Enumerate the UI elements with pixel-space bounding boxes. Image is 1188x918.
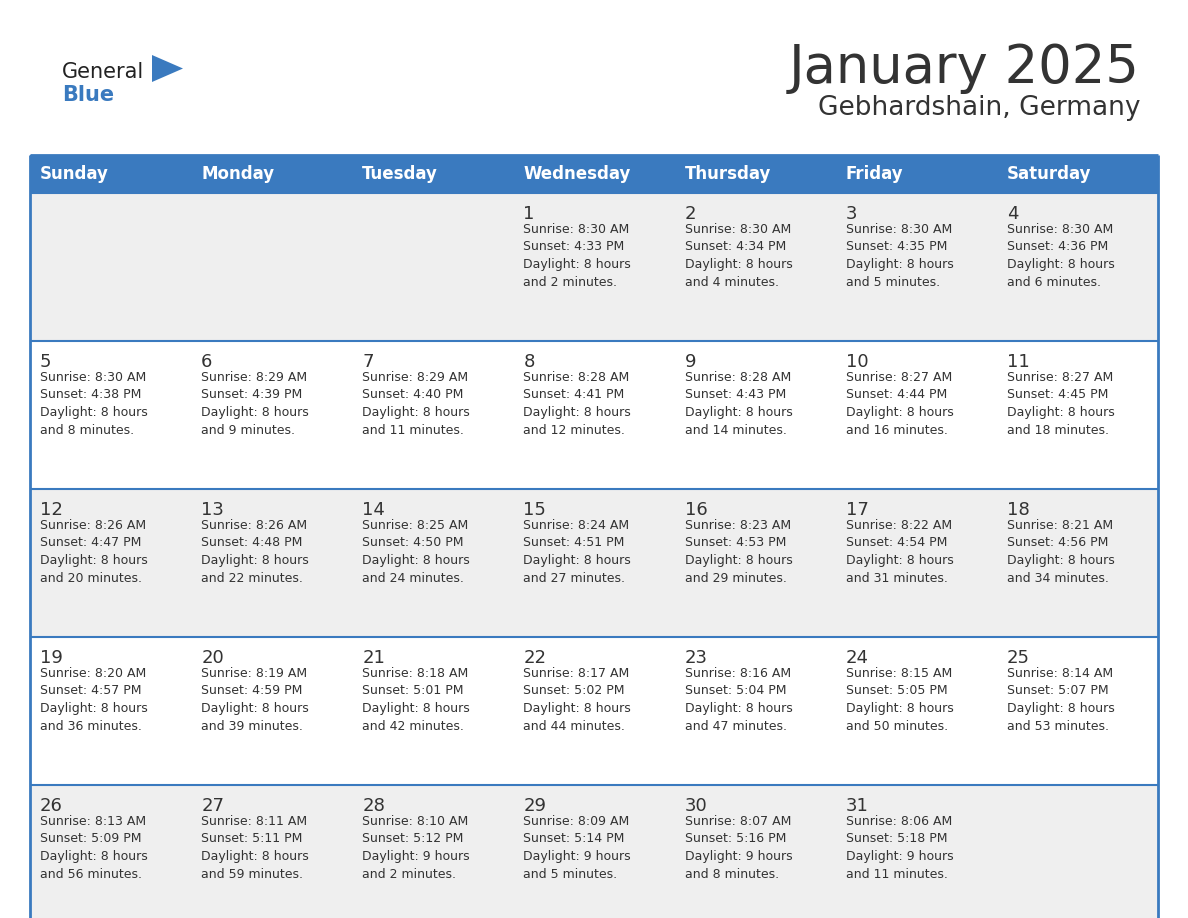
Text: Gebhardshain, Germany: Gebhardshain, Germany bbox=[817, 95, 1140, 121]
Text: 25: 25 bbox=[1007, 649, 1030, 667]
Text: 26: 26 bbox=[40, 797, 63, 815]
Text: Sunrise: 8:18 AM
Sunset: 5:01 PM
Daylight: 8 hours
and 42 minutes.: Sunrise: 8:18 AM Sunset: 5:01 PM Dayligh… bbox=[362, 667, 470, 733]
Text: Sunrise: 8:06 AM
Sunset: 5:18 PM
Daylight: 9 hours
and 11 minutes.: Sunrise: 8:06 AM Sunset: 5:18 PM Dayligh… bbox=[846, 815, 953, 880]
Text: 8: 8 bbox=[524, 353, 535, 371]
Text: January 2025: January 2025 bbox=[789, 42, 1140, 94]
Text: 24: 24 bbox=[846, 649, 868, 667]
Bar bbox=[30, 785, 1158, 918]
Text: Sunrise: 8:16 AM
Sunset: 5:04 PM
Daylight: 8 hours
and 47 minutes.: Sunrise: 8:16 AM Sunset: 5:04 PM Dayligh… bbox=[684, 667, 792, 733]
Text: 19: 19 bbox=[40, 649, 63, 667]
Text: 27: 27 bbox=[201, 797, 225, 815]
Text: Sunrise: 8:14 AM
Sunset: 5:07 PM
Daylight: 8 hours
and 53 minutes.: Sunrise: 8:14 AM Sunset: 5:07 PM Dayligh… bbox=[1007, 667, 1114, 733]
Text: Sunrise: 8:19 AM
Sunset: 4:59 PM
Daylight: 8 hours
and 39 minutes.: Sunrise: 8:19 AM Sunset: 4:59 PM Dayligh… bbox=[201, 667, 309, 733]
Text: 5: 5 bbox=[40, 353, 51, 371]
Bar bbox=[513, 155, 675, 193]
Text: 30: 30 bbox=[684, 797, 707, 815]
Text: Sunrise: 8:09 AM
Sunset: 5:14 PM
Daylight: 9 hours
and 5 minutes.: Sunrise: 8:09 AM Sunset: 5:14 PM Dayligh… bbox=[524, 815, 631, 880]
Bar bbox=[675, 155, 835, 193]
Text: 11: 11 bbox=[1007, 353, 1030, 371]
Text: Sunrise: 8:15 AM
Sunset: 5:05 PM
Daylight: 8 hours
and 50 minutes.: Sunrise: 8:15 AM Sunset: 5:05 PM Dayligh… bbox=[846, 667, 954, 733]
Text: 2: 2 bbox=[684, 205, 696, 223]
Text: 29: 29 bbox=[524, 797, 546, 815]
Text: Sunrise: 8:29 AM
Sunset: 4:39 PM
Daylight: 8 hours
and 9 minutes.: Sunrise: 8:29 AM Sunset: 4:39 PM Dayligh… bbox=[201, 371, 309, 436]
Text: Sunrise: 8:21 AM
Sunset: 4:56 PM
Daylight: 8 hours
and 34 minutes.: Sunrise: 8:21 AM Sunset: 4:56 PM Dayligh… bbox=[1007, 519, 1114, 585]
Text: Sunrise: 8:13 AM
Sunset: 5:09 PM
Daylight: 8 hours
and 56 minutes.: Sunrise: 8:13 AM Sunset: 5:09 PM Dayligh… bbox=[40, 815, 147, 880]
Text: 14: 14 bbox=[362, 501, 385, 519]
Text: Sunrise: 8:23 AM
Sunset: 4:53 PM
Daylight: 8 hours
and 29 minutes.: Sunrise: 8:23 AM Sunset: 4:53 PM Dayligh… bbox=[684, 519, 792, 585]
Text: 1: 1 bbox=[524, 205, 535, 223]
Bar bbox=[835, 155, 997, 193]
Text: Sunrise: 8:11 AM
Sunset: 5:11 PM
Daylight: 8 hours
and 59 minutes.: Sunrise: 8:11 AM Sunset: 5:11 PM Dayligh… bbox=[201, 815, 309, 880]
Text: Sunrise: 8:30 AM
Sunset: 4:35 PM
Daylight: 8 hours
and 5 minutes.: Sunrise: 8:30 AM Sunset: 4:35 PM Dayligh… bbox=[846, 223, 954, 288]
Text: 28: 28 bbox=[362, 797, 385, 815]
Text: Sunrise: 8:26 AM
Sunset: 4:47 PM
Daylight: 8 hours
and 20 minutes.: Sunrise: 8:26 AM Sunset: 4:47 PM Dayligh… bbox=[40, 519, 147, 585]
Text: Sunrise: 8:30 AM
Sunset: 4:38 PM
Daylight: 8 hours
and 8 minutes.: Sunrise: 8:30 AM Sunset: 4:38 PM Dayligh… bbox=[40, 371, 147, 436]
Text: Sunday: Sunday bbox=[40, 165, 109, 183]
Text: Sunrise: 8:30 AM
Sunset: 4:36 PM
Daylight: 8 hours
and 6 minutes.: Sunrise: 8:30 AM Sunset: 4:36 PM Dayligh… bbox=[1007, 223, 1114, 288]
Text: Sunrise: 8:20 AM
Sunset: 4:57 PM
Daylight: 8 hours
and 36 minutes.: Sunrise: 8:20 AM Sunset: 4:57 PM Dayligh… bbox=[40, 667, 147, 733]
Bar bbox=[353, 155, 513, 193]
Text: Sunrise: 8:29 AM
Sunset: 4:40 PM
Daylight: 8 hours
and 11 minutes.: Sunrise: 8:29 AM Sunset: 4:40 PM Dayligh… bbox=[362, 371, 470, 436]
Text: Thursday: Thursday bbox=[684, 165, 771, 183]
Text: 10: 10 bbox=[846, 353, 868, 371]
Text: 13: 13 bbox=[201, 501, 225, 519]
Text: Wednesday: Wednesday bbox=[524, 165, 631, 183]
Bar bbox=[997, 155, 1158, 193]
Text: General: General bbox=[62, 62, 144, 82]
Text: Sunrise: 8:27 AM
Sunset: 4:44 PM
Daylight: 8 hours
and 16 minutes.: Sunrise: 8:27 AM Sunset: 4:44 PM Dayligh… bbox=[846, 371, 954, 436]
Text: Sunrise: 8:07 AM
Sunset: 5:16 PM
Daylight: 9 hours
and 8 minutes.: Sunrise: 8:07 AM Sunset: 5:16 PM Dayligh… bbox=[684, 815, 792, 880]
Text: 17: 17 bbox=[846, 501, 868, 519]
Text: 3: 3 bbox=[846, 205, 858, 223]
Text: Sunrise: 8:10 AM
Sunset: 5:12 PM
Daylight: 9 hours
and 2 minutes.: Sunrise: 8:10 AM Sunset: 5:12 PM Dayligh… bbox=[362, 815, 470, 880]
Bar bbox=[191, 155, 353, 193]
Bar bbox=[30, 193, 1158, 341]
Text: 12: 12 bbox=[40, 501, 63, 519]
Text: Tuesday: Tuesday bbox=[362, 165, 438, 183]
Text: Sunrise: 8:30 AM
Sunset: 4:33 PM
Daylight: 8 hours
and 2 minutes.: Sunrise: 8:30 AM Sunset: 4:33 PM Dayligh… bbox=[524, 223, 631, 288]
Bar bbox=[30, 155, 191, 193]
Bar bbox=[30, 489, 1158, 637]
Polygon shape bbox=[152, 55, 183, 82]
Text: 21: 21 bbox=[362, 649, 385, 667]
Text: Sunrise: 8:26 AM
Sunset: 4:48 PM
Daylight: 8 hours
and 22 minutes.: Sunrise: 8:26 AM Sunset: 4:48 PM Dayligh… bbox=[201, 519, 309, 585]
Text: Sunrise: 8:17 AM
Sunset: 5:02 PM
Daylight: 8 hours
and 44 minutes.: Sunrise: 8:17 AM Sunset: 5:02 PM Dayligh… bbox=[524, 667, 631, 733]
Text: Blue: Blue bbox=[62, 85, 114, 105]
Text: 4: 4 bbox=[1007, 205, 1018, 223]
Text: 18: 18 bbox=[1007, 501, 1030, 519]
Text: 31: 31 bbox=[846, 797, 868, 815]
Text: Monday: Monday bbox=[201, 165, 274, 183]
Bar bbox=[30, 341, 1158, 489]
Text: 7: 7 bbox=[362, 353, 374, 371]
Text: Friday: Friday bbox=[846, 165, 903, 183]
Bar bbox=[30, 637, 1158, 785]
Text: 15: 15 bbox=[524, 501, 546, 519]
Text: Saturday: Saturday bbox=[1007, 165, 1092, 183]
Text: Sunrise: 8:27 AM
Sunset: 4:45 PM
Daylight: 8 hours
and 18 minutes.: Sunrise: 8:27 AM Sunset: 4:45 PM Dayligh… bbox=[1007, 371, 1114, 436]
Text: 23: 23 bbox=[684, 649, 708, 667]
Text: Sunrise: 8:30 AM
Sunset: 4:34 PM
Daylight: 8 hours
and 4 minutes.: Sunrise: 8:30 AM Sunset: 4:34 PM Dayligh… bbox=[684, 223, 792, 288]
Text: Sunrise: 8:22 AM
Sunset: 4:54 PM
Daylight: 8 hours
and 31 minutes.: Sunrise: 8:22 AM Sunset: 4:54 PM Dayligh… bbox=[846, 519, 954, 585]
Text: Sunrise: 8:28 AM
Sunset: 4:43 PM
Daylight: 8 hours
and 14 minutes.: Sunrise: 8:28 AM Sunset: 4:43 PM Dayligh… bbox=[684, 371, 792, 436]
Text: 9: 9 bbox=[684, 353, 696, 371]
Text: 6: 6 bbox=[201, 353, 213, 371]
Text: 20: 20 bbox=[201, 649, 223, 667]
Text: 22: 22 bbox=[524, 649, 546, 667]
Text: Sunrise: 8:28 AM
Sunset: 4:41 PM
Daylight: 8 hours
and 12 minutes.: Sunrise: 8:28 AM Sunset: 4:41 PM Dayligh… bbox=[524, 371, 631, 436]
Text: Sunrise: 8:24 AM
Sunset: 4:51 PM
Daylight: 8 hours
and 27 minutes.: Sunrise: 8:24 AM Sunset: 4:51 PM Dayligh… bbox=[524, 519, 631, 585]
Text: Sunrise: 8:25 AM
Sunset: 4:50 PM
Daylight: 8 hours
and 24 minutes.: Sunrise: 8:25 AM Sunset: 4:50 PM Dayligh… bbox=[362, 519, 470, 585]
Text: 16: 16 bbox=[684, 501, 707, 519]
